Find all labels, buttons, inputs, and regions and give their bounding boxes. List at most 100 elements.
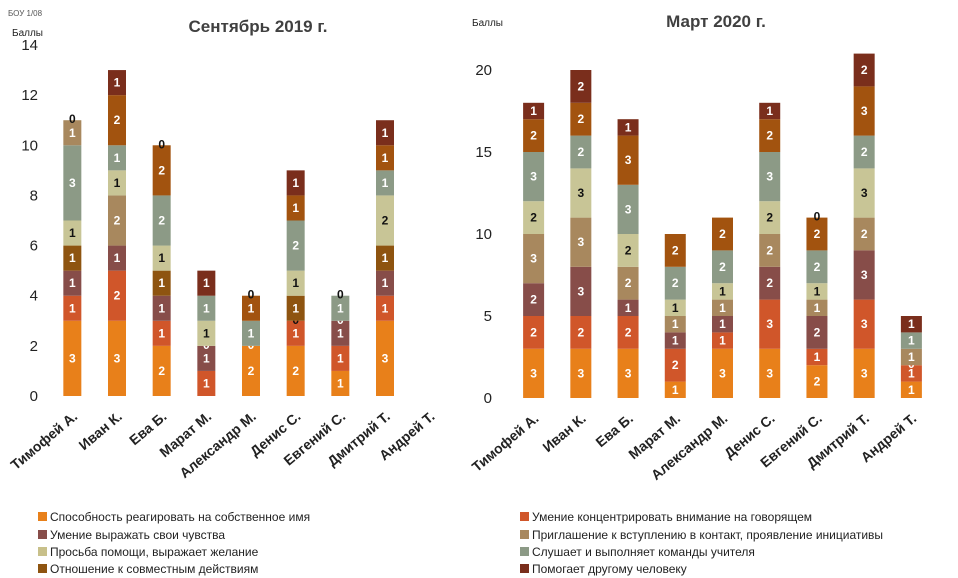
bar-segment xyxy=(63,295,82,321)
data-label: 2 xyxy=(382,214,389,228)
data-label: 2 xyxy=(625,276,632,290)
legend-label: Отношение к совместным действиям xyxy=(50,562,258,576)
bar-segment xyxy=(152,145,171,196)
data-label: 3 xyxy=(577,235,584,249)
data-label: 2 xyxy=(577,325,584,339)
bar-segment xyxy=(853,53,875,87)
bar-stack: 3 1 1 1 1 2 2 xyxy=(712,217,733,398)
data-label: 2 xyxy=(766,276,773,290)
data-label: 1 xyxy=(766,104,773,118)
data-label: 1 xyxy=(292,301,299,315)
bar-segment xyxy=(108,320,126,396)
bar-segment xyxy=(617,348,639,398)
bar-stack: 3 2 3 3 3 2 2 2 xyxy=(570,70,592,398)
y-axis-label: Баллы xyxy=(12,28,43,39)
bar-segment xyxy=(376,270,394,296)
data-label: 2 xyxy=(814,260,821,274)
data-label: 1 xyxy=(292,201,299,215)
data-label: 1 xyxy=(625,120,632,134)
y-tick-label: 0 xyxy=(484,390,492,407)
data-label: 1 xyxy=(625,301,632,315)
y-axis-label: Баллы xyxy=(472,18,503,29)
data-label: 2 xyxy=(861,145,868,159)
data-label: 2 xyxy=(292,364,299,378)
legend-item: Умение выражать свои чувства xyxy=(38,528,225,542)
bar-segment xyxy=(712,348,733,398)
legend-swatch xyxy=(38,564,47,573)
data-label: 1 xyxy=(908,383,915,397)
data-label: 1 xyxy=(114,151,121,165)
data-label: 3 xyxy=(530,366,537,380)
bar-segment xyxy=(108,145,126,171)
bar-segment xyxy=(617,266,639,300)
data-label: 1 xyxy=(158,251,165,265)
data-label: 1 xyxy=(382,126,389,140)
legend-item: Умение концентрировать внимание на говор… xyxy=(520,510,812,524)
data-label: 1 xyxy=(337,376,344,390)
bar-segment xyxy=(63,320,82,396)
data-label: 2 xyxy=(814,325,821,339)
bar-segment xyxy=(523,234,545,284)
category-label: Иван К. xyxy=(539,410,588,455)
bar-segment xyxy=(570,348,592,398)
bar-stack: 20110 xyxy=(242,288,260,396)
data-label: 1 xyxy=(158,276,165,290)
data-label: 1 xyxy=(248,326,255,340)
y-tick-label: 8 xyxy=(30,187,38,204)
data-label: 2 xyxy=(625,243,632,257)
data-label: 1 xyxy=(814,284,821,298)
chart-title: Сентябрь 2019 г. xyxy=(189,17,328,36)
data-label: 2 xyxy=(814,375,821,389)
data-label: 2 xyxy=(861,227,868,241)
data-label: 1 xyxy=(814,350,821,364)
data-label: 2 xyxy=(577,112,584,126)
y-tick-label: 10 xyxy=(475,226,492,243)
bar-segment xyxy=(806,250,828,284)
bar-segment xyxy=(523,316,545,349)
y-tick-label: 4 xyxy=(30,288,38,305)
bar-segment xyxy=(523,283,545,316)
data-label: 3 xyxy=(861,268,868,282)
bar-segment xyxy=(664,299,686,316)
bar-segment xyxy=(664,266,686,300)
bar-segment xyxy=(759,152,781,202)
bar-segment xyxy=(376,245,394,271)
data-label: 3 xyxy=(69,176,76,190)
data-label: 1 xyxy=(114,251,121,265)
bar-segment xyxy=(664,332,686,349)
bar-segment xyxy=(806,316,828,349)
legend-label: Слушает и выполняет команды учителя xyxy=(532,545,755,559)
legend-swatch xyxy=(520,512,529,521)
data-label: 1 xyxy=(292,276,299,290)
bar-segment xyxy=(712,250,733,284)
chart-title: Март 2020 г. xyxy=(666,12,766,31)
bar-segment xyxy=(853,250,875,300)
data-label: 3 xyxy=(766,170,773,184)
bar-segment xyxy=(376,320,394,396)
data-label: 2 xyxy=(530,293,537,307)
data-label: 1 xyxy=(814,301,821,315)
legend-swatch xyxy=(38,530,47,539)
bar-segment xyxy=(759,234,781,267)
data-label: 2 xyxy=(158,364,165,378)
bar-segment xyxy=(197,370,216,396)
data-label: 1 xyxy=(203,326,210,340)
data-label: 3 xyxy=(69,351,76,365)
bar-segment xyxy=(570,70,592,103)
bar-segment xyxy=(523,348,545,398)
bar-segment xyxy=(617,135,639,185)
data-label: 1 xyxy=(158,301,165,315)
chart-march-2020: Март 2020 г. Баллы 0510152032232321Тимоф… xyxy=(469,12,922,483)
bar-stack: 111010 xyxy=(331,288,350,396)
bar-segment xyxy=(617,119,639,136)
bar-segment xyxy=(570,102,592,136)
bar-segment xyxy=(523,152,545,202)
bar-segment xyxy=(900,365,922,382)
legend-item: Приглашение к вступлению в контакт, проя… xyxy=(520,528,883,542)
data-label: 1 xyxy=(908,334,915,348)
data-label: 2 xyxy=(766,243,773,257)
bar-segment xyxy=(376,145,394,171)
bar-segment xyxy=(900,332,922,349)
bar-segment xyxy=(853,217,875,251)
bar-segment xyxy=(242,345,260,396)
